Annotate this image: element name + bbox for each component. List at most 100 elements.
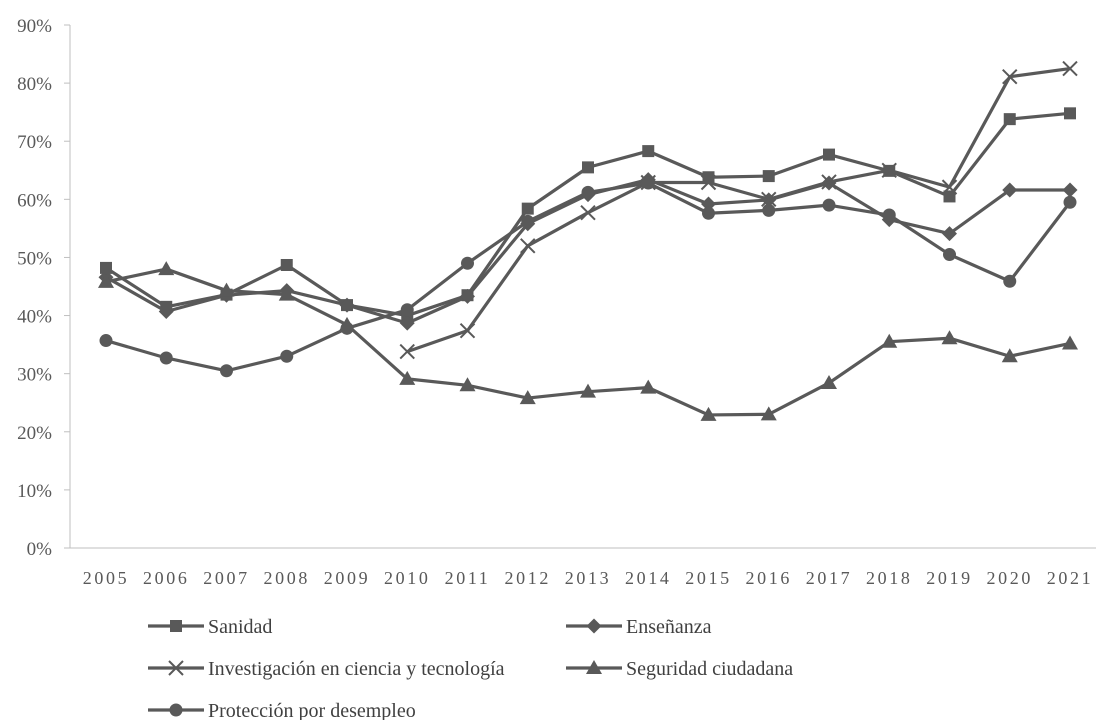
data-point-investigacion-en-ciencia-y-tecnologia — [821, 174, 837, 190]
data-point-seguridad-ciudadana — [700, 406, 717, 421]
x-tick-label: 2014 — [625, 568, 671, 588]
x-tick-label: 2006 — [143, 568, 189, 588]
x-tick-label: 2020 — [987, 568, 1033, 588]
data-point-sanidad — [280, 258, 293, 271]
data-point-ensenanza — [460, 288, 475, 304]
data-point-seguridad-ciudadana — [158, 261, 175, 276]
legend-label: Protección por desempleo — [208, 700, 416, 720]
data-point-sanidad — [642, 145, 655, 158]
data-point-ensenanza — [701, 196, 716, 212]
data-point-investigacion-en-ciencia-y-tecnologia — [580, 204, 596, 221]
legend-marker-x-icon — [168, 660, 184, 676]
legend-item-proteccion-por-desempleo: Protección por desempleo — [148, 700, 416, 722]
data-point-proteccion-por-desempleo — [461, 256, 474, 270]
data-point-proteccion-por-desempleo — [1063, 195, 1077, 209]
data-point-investigacion-en-ciencia-y-tecnologia — [941, 179, 958, 195]
data-point-investigacion-en-ciencia-y-tecnologia — [399, 343, 415, 360]
data-point-proteccion-por-desempleo — [280, 349, 294, 363]
data-point-sanidad — [943, 190, 956, 203]
data-point-seguridad-ciudadana — [580, 383, 596, 398]
legend-label: Seguridad ciudadana — [626, 658, 793, 680]
y-tick-label: 80% — [17, 74, 52, 95]
y-tick-label: 90% — [17, 16, 52, 37]
x-tick-label: 2008 — [264, 568, 310, 588]
legend-item-investigacion-en-ciencia-y-tecnologia: Investigación en ciencia y tecnología — [148, 658, 505, 680]
data-point-proteccion-por-desempleo — [220, 364, 233, 378]
data-point-proteccion-por-desempleo — [159, 351, 173, 365]
data-point-ensenanza — [399, 315, 415, 331]
y-tick-label: 40% — [17, 307, 52, 328]
legend-marker-triangle-icon — [586, 660, 602, 674]
series-line-investigacion-en-ciencia-y-tecnologia — [406, 66, 1071, 354]
data-point-seguridad-ciudadana — [218, 282, 235, 297]
legend-marker-diamond-icon — [586, 618, 602, 634]
data-point-seguridad-ciudadana — [821, 374, 837, 389]
legend-label: Sanidad — [208, 616, 272, 638]
data-point-seguridad-ciudadana — [459, 377, 476, 392]
y-tick-label: 0% — [27, 539, 53, 560]
data-point-proteccion-por-desempleo — [702, 206, 715, 220]
data-point-sanidad — [1064, 107, 1076, 120]
data-point-seguridad-ciudadana — [640, 379, 657, 394]
data-point-proteccion-por-desempleo — [943, 248, 956, 262]
data-point-proteccion-por-desempleo — [882, 208, 896, 222]
data-point-proteccion-por-desempleo — [822, 198, 836, 212]
x-tick-label: 2005 — [83, 568, 129, 588]
x-tick-label: 2019 — [926, 568, 972, 588]
data-point-sanidad — [582, 161, 594, 174]
x-tick-label: 2009 — [324, 568, 370, 588]
data-point-sanidad — [100, 261, 112, 274]
data-point-proteccion-por-desempleo — [641, 176, 655, 190]
data-point-sanidad — [762, 170, 775, 183]
x-tick-label: 2015 — [685, 568, 731, 588]
legend-item-sanidad: Sanidad — [148, 616, 272, 638]
data-point-investigacion-en-ciencia-y-tecnologia — [700, 174, 717, 191]
data-point-ensenanza — [1002, 182, 1018, 198]
data-point-proteccion-por-desempleo — [581, 185, 595, 199]
data-point-sanidad — [521, 202, 534, 215]
data-point-seguridad-ciudadana — [1001, 348, 1018, 363]
data-point-seguridad-ciudadana — [98, 273, 114, 288]
data-point-investigacion-en-ciencia-y-tecnologia — [1062, 60, 1078, 77]
legend-label: Enseñanza — [626, 616, 712, 638]
x-tick-label: 2007 — [203, 568, 249, 588]
legend-item-ensenanza: Enseñanza — [566, 616, 712, 638]
data-point-sanidad — [1003, 113, 1016, 126]
data-point-seguridad-ciudadana — [278, 286, 295, 301]
data-point-proteccion-por-desempleo — [400, 303, 414, 317]
x-tick-label: 2018 — [866, 568, 912, 588]
x-tick-label: 2013 — [565, 568, 611, 588]
data-point-proteccion-por-desempleo — [1003, 274, 1017, 288]
y-tick-label: 20% — [17, 423, 52, 444]
data-point-seguridad-ciudadana — [399, 370, 416, 385]
legend-marker-square-icon — [170, 620, 182, 632]
y-tick-label: 70% — [17, 132, 52, 153]
legend-label: Investigación en ciencia y tecnología — [208, 658, 505, 680]
data-point-seguridad-ciudadana — [881, 333, 898, 348]
data-point-ensenanza — [942, 226, 957, 242]
data-point-proteccion-por-desempleo — [340, 321, 354, 335]
data-point-seguridad-ciudadana — [760, 406, 777, 421]
y-tick-label: 60% — [17, 190, 52, 211]
data-point-seguridad-ciudadana — [941, 330, 958, 345]
data-point-ensenanza — [158, 303, 174, 319]
x-tick-label: 2012 — [505, 568, 551, 588]
x-tick-label: 2010 — [384, 568, 430, 588]
y-tick-label: 30% — [17, 365, 52, 386]
data-point-proteccion-por-desempleo — [762, 203, 776, 217]
data-point-investigacion-en-ciencia-y-tecnologia — [459, 322, 476, 339]
data-point-investigacion-en-ciencia-y-tecnologia — [520, 238, 536, 254]
x-tick-label: 2016 — [746, 568, 792, 588]
data-point-ensenanza — [339, 297, 355, 313]
data-point-proteccion-por-desempleo — [521, 214, 535, 228]
y-tick-label: 10% — [17, 481, 52, 502]
data-point-investigacion-en-ciencia-y-tecnologia — [881, 162, 897, 178]
data-point-ensenanza — [1062, 182, 1078, 198]
data-point-seguridad-ciudadana — [519, 390, 536, 405]
x-tick-label: 2011 — [445, 568, 491, 588]
data-point-sanidad — [823, 148, 835, 161]
data-point-proteccion-por-desempleo — [99, 334, 113, 348]
data-point-seguridad-ciudadana — [1062, 335, 1078, 350]
x-tick-label: 2017 — [806, 568, 852, 588]
